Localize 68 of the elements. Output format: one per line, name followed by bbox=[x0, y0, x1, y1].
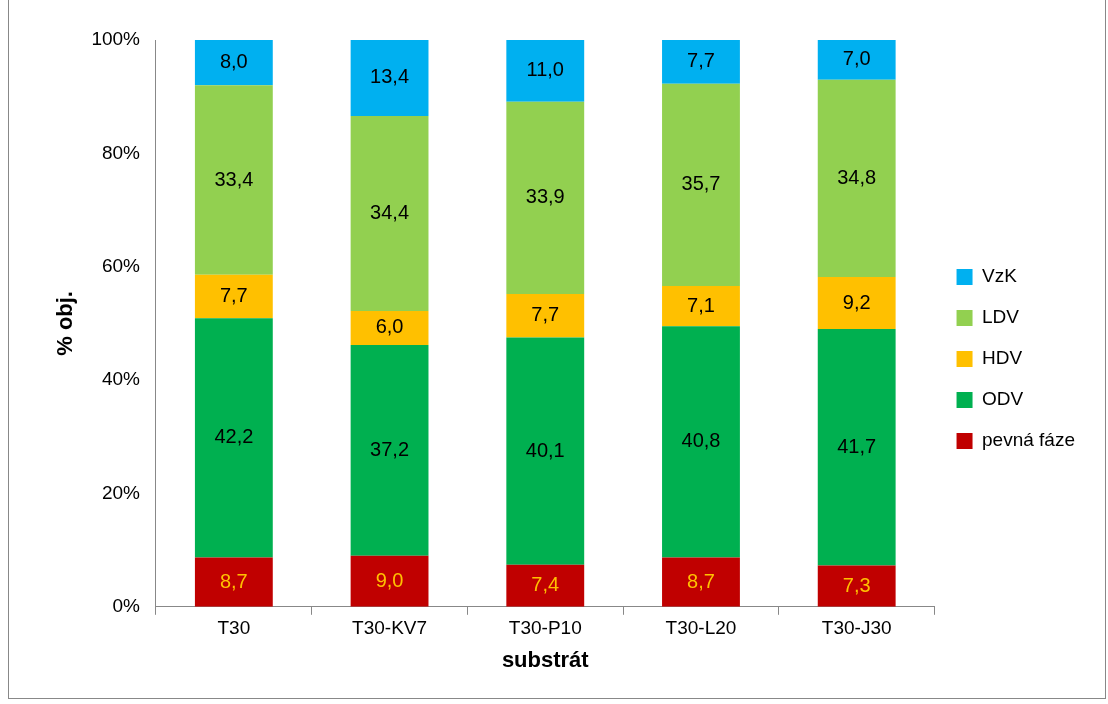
data-label: 33,4 bbox=[214, 167, 254, 190]
data-label: 8,7 bbox=[687, 569, 715, 592]
y-tick-label: 20% bbox=[101, 481, 141, 503]
legend-label: pevná fáze bbox=[982, 429, 1076, 451]
data-label: 40,8 bbox=[681, 429, 721, 452]
bar bbox=[194, 40, 273, 86]
data-label: 9,0 bbox=[375, 568, 404, 591]
x-tick-label: T30 bbox=[217, 617, 251, 639]
data-label: 7,3 bbox=[842, 573, 871, 596]
bar bbox=[817, 276, 896, 330]
bar bbox=[194, 318, 273, 558]
data-label: 7,4 bbox=[531, 573, 560, 596]
bar bbox=[817, 79, 896, 277]
data-label: 33,9 bbox=[525, 185, 565, 208]
y-tick-label: 40% bbox=[101, 368, 141, 390]
data-label: 40,1 bbox=[525, 438, 565, 461]
bar bbox=[506, 337, 585, 565]
bar bbox=[350, 115, 429, 311]
x-tick-label: T30-J30 bbox=[821, 617, 892, 639]
y-axis-title: % obj. bbox=[52, 291, 78, 356]
data-label: 9,2 bbox=[842, 290, 871, 313]
legend-label: ODV bbox=[982, 388, 1024, 410]
bar bbox=[662, 83, 740, 286]
data-label: 37,2 bbox=[370, 437, 410, 460]
bar bbox=[506, 101, 585, 294]
bar bbox=[350, 310, 429, 345]
bar bbox=[817, 565, 896, 607]
x-axis-title: substrát bbox=[501, 646, 590, 672]
bar bbox=[506, 564, 585, 607]
bar bbox=[662, 557, 740, 607]
data-label: 6,0 bbox=[375, 315, 404, 338]
bar bbox=[350, 344, 429, 556]
bar bbox=[506, 293, 585, 338]
bar bbox=[350, 40, 429, 116]
bar bbox=[194, 274, 273, 319]
y-tick-label: 0% bbox=[112, 595, 141, 617]
data-label: 8,7 bbox=[219, 569, 248, 592]
bar bbox=[506, 40, 585, 102]
bar bbox=[662, 285, 740, 327]
bar bbox=[350, 555, 429, 607]
legend-label: VzK bbox=[982, 265, 1018, 287]
bar bbox=[817, 329, 896, 566]
bar bbox=[817, 40, 896, 80]
x-tick-label: T30-P10 bbox=[508, 617, 582, 639]
bar bbox=[662, 326, 740, 558]
bar bbox=[194, 557, 273, 607]
data-label: 7,0 bbox=[842, 47, 871, 70]
y-tick-label: 100% bbox=[91, 28, 141, 50]
legend-label: LDV bbox=[982, 306, 1020, 328]
data-label: 34,4 bbox=[370, 200, 410, 223]
data-label: 42,2 bbox=[214, 425, 254, 448]
data-label: 7,7 bbox=[687, 49, 715, 72]
data-label: 7,7 bbox=[219, 283, 248, 306]
data-label: 8,0 bbox=[219, 50, 248, 73]
data-label: 11,0 bbox=[526, 58, 564, 81]
legend-label: HDV bbox=[982, 347, 1023, 369]
data-label: 41,7 bbox=[837, 434, 877, 457]
bar bbox=[194, 85, 273, 275]
data-label: 13,4 bbox=[370, 65, 410, 88]
x-tick-label: T30-L20 bbox=[665, 617, 737, 639]
data-label: 35,7 bbox=[681, 172, 721, 195]
y-tick-label: 60% bbox=[101, 254, 141, 276]
data-label: 7,1 bbox=[687, 293, 715, 316]
x-tick-label: T30-KV7 bbox=[352, 617, 428, 639]
data-label: 34,8 bbox=[837, 165, 877, 188]
data-label: 7,7 bbox=[531, 303, 560, 326]
bar bbox=[662, 40, 740, 84]
y-tick-label: 80% bbox=[101, 141, 141, 163]
